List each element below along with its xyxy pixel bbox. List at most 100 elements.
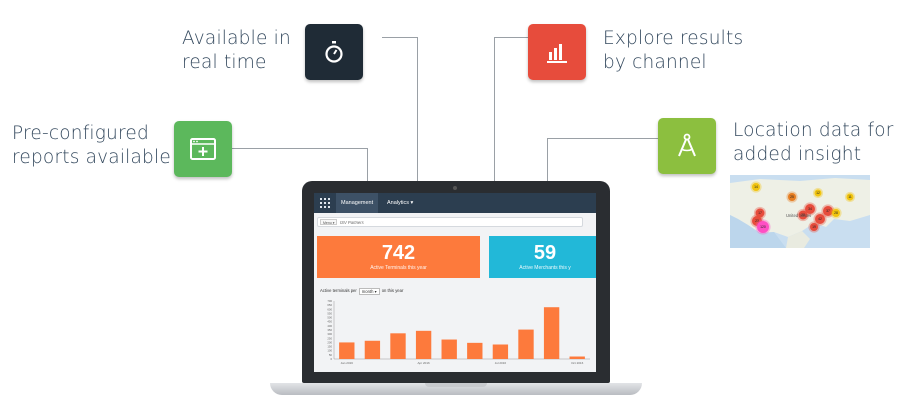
map-cluster[interactable] [752,183,760,191]
map-cluster-label: 17 [758,211,762,215]
bar [441,339,457,359]
kpi-active-terminals: 742 Active Terminals this year [317,236,480,278]
connector-line [417,37,418,182]
app-navbar: Management Analytics ▾ [314,193,596,213]
y-tick-label: 450 [327,320,332,324]
connector-line [494,37,532,38]
bar [467,342,483,359]
chart-caption: Active terminals per month ▾ on this yea… [320,287,403,295]
map-cluster[interactable] [798,210,808,220]
map-cluster[interactable] [788,193,796,201]
callout-line: Available in [182,28,291,49]
bar [364,340,381,359]
map-cluster[interactable] [755,208,765,218]
y-tick-label: 50 [329,353,333,357]
x-tick-label: Oct 2016 [571,361,584,365]
callout-line: by channel [603,52,707,73]
bar-chart-icon [528,24,586,80]
add-window-icon [174,121,232,177]
map-cluster[interactable] [814,189,822,197]
period-select[interactable]: month ▾ [358,287,380,295]
tab-management[interactable]: Management [336,193,379,213]
map-cluster-label: 11 [848,195,852,199]
kpi-active-merchants: 59 Active Merchants this y [489,236,596,278]
y-tick-label: 650 [327,303,332,307]
y-tick-label: 150 [327,345,332,349]
map-cluster-label: 19 [812,225,816,229]
callout-channel-text: Explore results by channel [603,27,743,75]
map-cluster[interactable] [805,204,815,214]
y-tick-label: 700 [327,299,332,303]
chart-caption-prefix: Active terminals per [320,288,357,293]
map-cluster-label: 120 [760,225,766,229]
filter-select[interactable]: Menu ▾ [320,219,338,225]
x-tick-label: Jan 2016 [341,361,354,365]
connector-line [232,148,368,149]
stopwatch-icon [305,24,363,80]
map-cluster-label: 42 [818,217,822,221]
terminals-bar-chart: 0501001502002503003504004505005506006507… [327,299,590,365]
filter-value: ISV Partners [340,220,364,225]
callout-line: Pre-configured [12,123,149,144]
callout-line: reports available [12,147,171,168]
apps-grid-icon[interactable] [320,198,330,208]
map-cluster[interactable] [757,221,769,233]
map-cluster-label: 34 [808,207,812,211]
callout-line: added insight [733,144,862,165]
callout-location-text: Location data for added insight [733,119,894,167]
map-cluster[interactable] [846,193,854,201]
laptop-camera [453,186,457,190]
bar [492,344,509,359]
y-tick-label: 350 [327,328,332,332]
laptop-base-notch [425,383,487,387]
callout-line: real time [182,52,267,73]
location-map: 14 25 11 17 23 28 34 42 37 19 28 12 120 United State… [730,175,870,248]
y-tick-label: 300 [327,332,332,336]
bar [569,356,585,359]
bar [518,329,534,359]
callout-line: Explore results [603,28,744,49]
y-tick-label: 550 [327,311,332,315]
map-cluster-label: 37 [826,209,830,213]
connector-line [494,37,495,182]
map-cluster-label: 12 [816,191,820,195]
map-cluster[interactable] [832,209,840,217]
connector-line [547,138,659,139]
callout-line: Location data for [733,120,894,141]
bar [339,342,355,359]
bar [390,333,406,359]
map-cluster-label: 25 [790,195,794,199]
tab-analytics[interactable]: Analytics ▾ [387,200,414,206]
map-cluster[interactable] [823,206,833,216]
kpi-label: Active Merchants this y [519,265,571,271]
connector-line [367,148,368,182]
kpi-label: Active Terminals this year [370,265,427,271]
y-tick-label: 500 [327,316,332,320]
y-tick-label: 250 [327,336,332,340]
map-place-label: United States [786,213,811,218]
kpi-value: 59 [533,242,557,264]
y-tick-label: 200 [327,340,332,344]
map-cluster[interactable] [815,214,825,224]
callout-realtime-text: Available in real time [182,27,291,75]
callout-reports-text: Pre-configured reports available [12,122,171,170]
compass-icon [658,118,716,174]
laptop-screen: Management Analytics ▾ Menu ▾ ISV Partne… [314,193,596,372]
filter-bar[interactable]: Menu ▾ ISV Partners [317,217,583,227]
y-tick-label: 400 [327,324,332,328]
map-cluster-label: 23 [755,219,759,223]
x-tick-label: Jul 2016 [495,361,507,365]
chart-caption-suffix: on this year [381,288,404,293]
connector-line [547,138,548,182]
kpi-value: 742 [381,242,416,264]
y-tick-label: 100 [327,349,332,353]
bar [415,330,432,359]
map-cluster-label: 28 [801,213,805,217]
bar [543,307,560,359]
laptop-base [270,383,642,395]
connector-line [382,37,418,38]
y-tick-label: 600 [327,307,332,311]
map-cluster[interactable] [810,223,818,231]
map-cluster-label: 14 [754,185,758,189]
